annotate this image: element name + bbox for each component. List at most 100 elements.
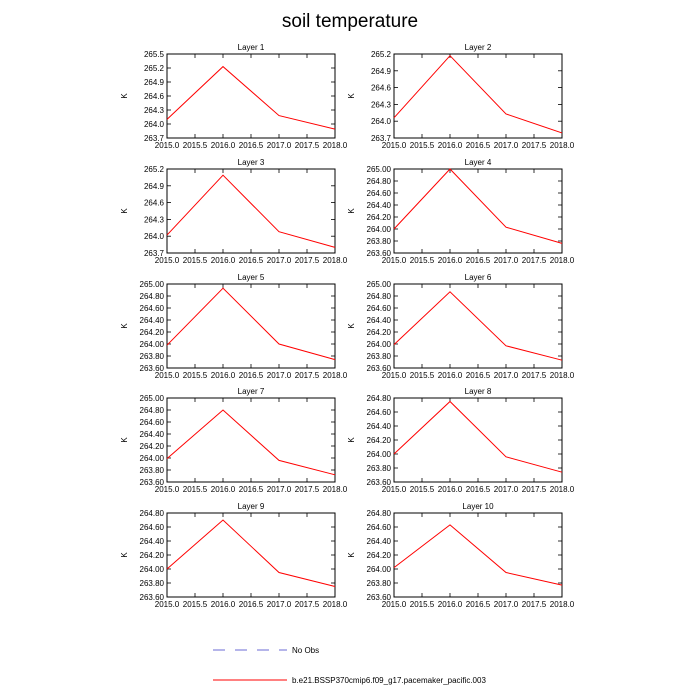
x-tick-label: 2018.0: [323, 371, 348, 380]
y-axis-label: K: [347, 323, 356, 329]
y-axis-label: K: [120, 208, 129, 214]
panel-title: Layer 5: [238, 273, 265, 282]
y-tick-label: 264.9: [144, 78, 165, 87]
x-tick-label: 2018.0: [550, 371, 575, 380]
y-tick-label: 264.00: [140, 565, 165, 574]
plot-frame: [393, 53, 563, 139]
y-tick-label: 264.60: [140, 304, 165, 313]
y-tick-label: 264.0: [371, 117, 392, 126]
x-tick-label: 2015.0: [382, 600, 407, 609]
y-tick-label: 263.80: [367, 464, 392, 473]
x-tick-label: 2017.5: [295, 485, 320, 494]
x-tick-label: 2015.0: [382, 256, 407, 265]
y-tick-label: 263.7: [144, 249, 165, 258]
y-tick-label: 264.60: [140, 523, 165, 532]
y-tick-label: 264.3: [144, 106, 165, 115]
panel-title: Layer 9: [238, 502, 265, 511]
y-tick-label: 263.60: [367, 478, 392, 487]
x-tick-label: 2017.0: [267, 485, 292, 494]
y-tick-label: 264.00: [367, 450, 392, 459]
panel-layer-3: Layer 3 K 2015.0 2015.5 2016.0 2016.5 2017.0 20…: [120, 158, 348, 265]
x-tick-label: 2016.5: [466, 256, 491, 265]
x-tick-label: 2017.0: [494, 141, 519, 150]
x-tick-label: 2017.0: [267, 256, 292, 265]
y-tick-label: 265.00: [367, 280, 392, 289]
y-axis-label: K: [120, 552, 129, 558]
x-tick-label: 2017.0: [267, 371, 292, 380]
x-tick-label: 2018.0: [550, 256, 575, 265]
x-tick-label: 2017.0: [494, 371, 519, 380]
y-tick-label: 264.60: [140, 418, 165, 427]
x-tick-label: 2018.0: [323, 600, 348, 609]
y-tick-label: 264.80: [140, 292, 165, 301]
y-tick-label: 264.60: [367, 408, 392, 417]
y-tick-label: 265.5: [144, 50, 165, 59]
x-tick-label: 2017.5: [295, 600, 320, 609]
y-tick-label: 265.00: [140, 394, 165, 403]
y-tick-label: 264.80: [367, 509, 392, 518]
panel-title: Layer 3: [238, 158, 265, 167]
y-tick-label: 264.40: [140, 537, 165, 546]
x-tick-label: 2016.5: [239, 141, 264, 150]
y-tick-label: 264.40: [367, 537, 392, 546]
x-tick-label: 2018.0: [323, 256, 348, 265]
y-axis-label: K: [347, 552, 356, 558]
y-tick-label: 264.40: [367, 316, 392, 325]
y-tick-label: 265.00: [140, 280, 165, 289]
y-tick-label: 264.0: [144, 232, 165, 241]
y-tick-label: 264.20: [367, 213, 392, 222]
series-line: [393, 168, 563, 244]
legend-item-simulation: b.e21.BSSP370cmip6.f09_g17.pacemaker_pac…: [213, 676, 486, 685]
x-tick-label: 2016.5: [466, 600, 491, 609]
x-tick-label: 2018.0: [323, 141, 348, 150]
y-tick-label: 264.80: [140, 406, 165, 415]
y-tick-label: 264.20: [140, 442, 165, 451]
series-line: [393, 291, 563, 361]
x-tick-label: 2015.5: [410, 600, 435, 609]
series-line: [393, 524, 563, 586]
y-tick-label: 264.00: [140, 340, 165, 349]
y-tick-label: 263.60: [367, 593, 392, 602]
x-tick-label: 2016.0: [438, 600, 463, 609]
y-tick-label: 264.80: [367, 292, 392, 301]
y-tick-label: 264.20: [367, 436, 392, 445]
y-tick-label: 264.3: [144, 215, 165, 224]
x-tick-label: 2015.0: [382, 485, 407, 494]
y-tick-label: 263.60: [140, 478, 165, 487]
y-tick-label: 264.6: [371, 84, 392, 93]
plot-frame: [166, 512, 336, 598]
y-tick-label: 263.80: [367, 237, 392, 246]
y-tick-label: 263.7: [371, 134, 392, 143]
x-tick-label: 2015.5: [183, 371, 208, 380]
y-tick-label: 264.40: [140, 430, 165, 439]
y-tick-label: 264.3: [371, 100, 392, 109]
y-tick-label: 263.60: [367, 249, 392, 258]
panel-title: Layer 10: [462, 502, 494, 511]
x-tick-label: 2016.0: [211, 141, 236, 150]
y-tick-label: 264.0: [144, 120, 165, 129]
y-tick-label: 264.20: [367, 551, 392, 560]
y-tick-label: 264.80: [367, 177, 392, 186]
y-tick-label: 265.2: [144, 165, 165, 174]
x-tick-label: 2017.5: [522, 371, 547, 380]
x-tick-label: 2016.0: [211, 256, 236, 265]
plot-frame: [166, 283, 336, 369]
y-tick-label: 264.6: [144, 199, 165, 208]
legend-label-simulation: b.e21.BSSP370cmip6.f09_g17.pacemaker_pac…: [292, 676, 486, 685]
y-axis-label: K: [347, 93, 356, 99]
x-tick-label: 2016.5: [239, 485, 264, 494]
y-tick-label: 264.9: [144, 182, 165, 191]
series-line: [166, 287, 336, 361]
x-tick-label: 2015.5: [183, 256, 208, 265]
y-tick-label: 264.00: [367, 225, 392, 234]
x-tick-label: 2016.5: [239, 256, 264, 265]
panel-title: Layer 7: [238, 387, 265, 396]
x-tick-label: 2015.0: [155, 256, 180, 265]
